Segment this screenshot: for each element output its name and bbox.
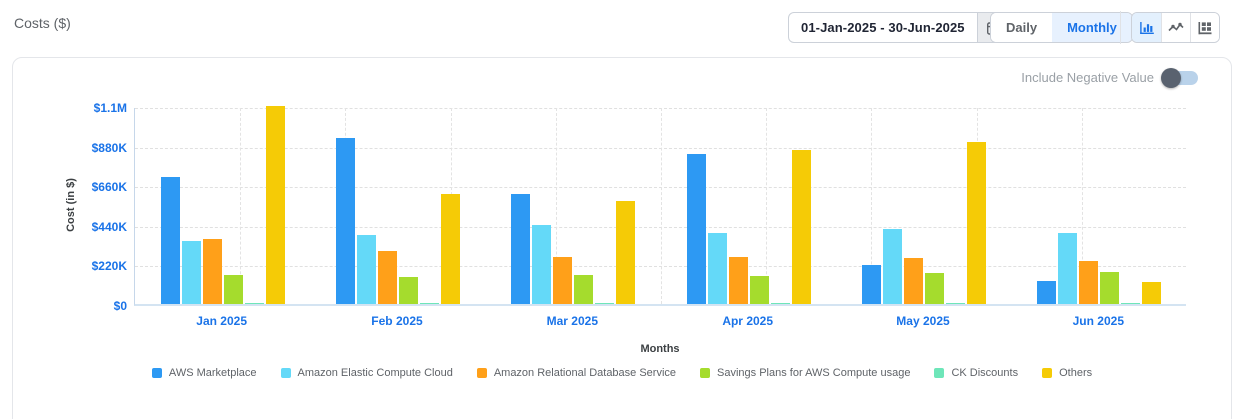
legend-label: CK Discounts bbox=[951, 367, 1019, 379]
legend-label: Savings Plans for AWS Compute usage bbox=[717, 367, 911, 379]
h-gridline bbox=[135, 108, 1186, 109]
legend-item[interactable]: Amazon Elastic Compute Cloud bbox=[280, 367, 453, 379]
bar-aws-marketplace-mar-2025[interactable] bbox=[511, 194, 531, 304]
bar-savings-plans-for-aws-compute-usage-may-2025[interactable] bbox=[925, 272, 944, 304]
y-tick-label: $440K bbox=[91, 219, 127, 234]
v-gridline bbox=[766, 108, 768, 304]
bar-amazon-relational-database-service-jan-2025[interactable] bbox=[202, 239, 222, 304]
include-negative-toggle[interactable] bbox=[1161, 67, 1198, 88]
bar-savings-plans-for-aws-compute-usage-feb-2025[interactable] bbox=[399, 277, 418, 304]
y-tick-label: $0 bbox=[113, 299, 127, 313]
legend-item[interactable]: AWS Marketplace bbox=[151, 367, 257, 379]
toggle-knob bbox=[1161, 67, 1181, 88]
v-gridline bbox=[871, 108, 873, 304]
legend-swatch bbox=[280, 368, 291, 378]
h-gridline bbox=[135, 226, 1186, 228]
bar-ck-discounts-apr-2025[interactable] bbox=[770, 303, 790, 304]
plot-area bbox=[134, 106, 1186, 306]
bar-amazon-elastic-compute-cloud-apr-2025[interactable] bbox=[707, 232, 727, 304]
bar-amazon-relational-database-service-apr-2025[interactable] bbox=[728, 257, 748, 304]
bar-others-jan-2025[interactable] bbox=[265, 106, 285, 304]
granularity-toggle: Daily Monthly bbox=[990, 12, 1133, 43]
bar-amazon-elastic-compute-cloud-jan-2025[interactable] bbox=[181, 241, 201, 304]
include-negative-row: Include Negative Value bbox=[1021, 67, 1198, 88]
bar-aws-marketplace-jan-2025[interactable] bbox=[160, 177, 180, 304]
legend-item[interactable]: Amazon Relational Database Service bbox=[476, 367, 677, 379]
bar-amazon-elastic-compute-cloud-feb-2025[interactable] bbox=[357, 234, 376, 304]
bar-others-mar-2025[interactable] bbox=[616, 201, 636, 304]
h-gridline bbox=[135, 187, 1186, 189]
legend-label: Amazon Elastic Compute Cloud bbox=[297, 367, 453, 379]
v-gridline bbox=[555, 108, 557, 304]
chart-card: Include Negative Value Cost (in $) $0 $22… bbox=[12, 57, 1232, 419]
legend-item[interactable]: Others bbox=[1042, 367, 1092, 379]
bar-amazon-elastic-compute-cloud-may-2025[interactable] bbox=[883, 229, 902, 304]
y-tick-label: $880K bbox=[91, 140, 127, 155]
bar-chart-icon[interactable] bbox=[1132, 13, 1161, 42]
x-tick-label: Mar 2025 bbox=[546, 314, 598, 328]
x-tick-label: Apr 2025 bbox=[722, 314, 774, 328]
legend-swatch bbox=[934, 368, 945, 378]
legend-label: AWS Marketplace bbox=[168, 367, 257, 379]
x-axis-title: Months bbox=[640, 343, 680, 355]
include-negative-label: Include Negative Value bbox=[1021, 70, 1154, 85]
v-gridline bbox=[1081, 108, 1083, 304]
y-tick-label: $660K bbox=[91, 180, 127, 195]
legend-swatch bbox=[700, 368, 711, 378]
bar-others-may-2025[interactable] bbox=[967, 142, 986, 304]
legend-label: Others bbox=[1059, 367, 1093, 379]
x-tick-label: May 2025 bbox=[896, 314, 950, 328]
page-title: Costs ($) bbox=[14, 15, 71, 31]
x-tick-label: Feb 2025 bbox=[371, 314, 423, 328]
date-range-picker[interactable]: 01-Jan-2025 - 30-Jun-2025 bbox=[788, 12, 1011, 43]
bar-aws-marketplace-jun-2025[interactable] bbox=[1037, 280, 1057, 304]
bar-amazon-elastic-compute-cloud-mar-2025[interactable] bbox=[532, 224, 552, 304]
bar-amazon-relational-database-service-mar-2025[interactable] bbox=[553, 257, 573, 304]
y-tick-label: $1.1M bbox=[93, 101, 127, 115]
h-gridline bbox=[135, 147, 1186, 149]
chart-legend: AWS Marketplace Amazon Elastic Compute Cl… bbox=[13, 367, 1231, 379]
bar-others-feb-2025[interactable] bbox=[441, 194, 460, 304]
y-tick-label: $220K bbox=[91, 259, 127, 274]
x-tick-label: Jun 2025 bbox=[1072, 314, 1124, 328]
bar-ck-discounts-feb-2025[interactable] bbox=[420, 303, 439, 304]
bar-ck-discounts-jan-2025[interactable] bbox=[244, 303, 264, 304]
bar-ck-discounts-mar-2025[interactable] bbox=[595, 303, 615, 304]
legend-swatch bbox=[476, 368, 487, 378]
bar-aws-marketplace-apr-2025[interactable] bbox=[686, 153, 706, 304]
x-tick-label: Jan 2025 bbox=[196, 314, 248, 328]
bar-ck-discounts-may-2025[interactable] bbox=[946, 303, 965, 304]
legend-swatch bbox=[151, 368, 162, 378]
daily-button[interactable]: Daily bbox=[991, 13, 1053, 42]
monthly-button[interactable]: Monthly bbox=[1052, 13, 1132, 42]
bar-amazon-relational-database-service-feb-2025[interactable] bbox=[378, 250, 397, 304]
legend-item[interactable]: CK Discounts bbox=[934, 367, 1018, 379]
bar-savings-plans-for-aws-compute-usage-mar-2025[interactable] bbox=[574, 275, 594, 304]
bar-amazon-relational-database-service-may-2025[interactable] bbox=[904, 258, 923, 304]
y-axis-title: Cost (in $) bbox=[65, 178, 77, 232]
legend-label: Amazon Relational Database Service bbox=[493, 367, 677, 379]
bar-savings-plans-for-aws-compute-usage-jun-2025[interactable] bbox=[1100, 271, 1120, 304]
toolbar-divider bbox=[1120, 11, 1121, 44]
bar-savings-plans-for-aws-compute-usage-jan-2025[interactable] bbox=[223, 275, 243, 304]
v-gridline bbox=[240, 108, 242, 304]
bar-ck-discounts-jun-2025[interactable] bbox=[1121, 303, 1141, 304]
legend-item[interactable]: Savings Plans for AWS Compute usage bbox=[700, 367, 910, 379]
bar-amazon-relational-database-service-jun-2025[interactable] bbox=[1079, 260, 1099, 304]
bar-aws-marketplace-may-2025[interactable] bbox=[862, 265, 881, 304]
legend-swatch bbox=[1042, 368, 1053, 378]
table-icon[interactable] bbox=[1190, 13, 1219, 42]
bar-savings-plans-for-aws-compute-usage-apr-2025[interactable] bbox=[749, 276, 769, 304]
bar-others-apr-2025[interactable] bbox=[791, 150, 811, 304]
date-range-value: 01-Jan-2025 - 30-Jun-2025 bbox=[801, 20, 965, 35]
bar-others-jun-2025[interactable] bbox=[1142, 281, 1162, 304]
chart-view-switch bbox=[1131, 12, 1220, 43]
line-chart-icon[interactable] bbox=[1161, 13, 1190, 42]
bar-aws-marketplace-feb-2025[interactable] bbox=[336, 138, 355, 304]
bar-amazon-elastic-compute-cloud-jun-2025[interactable] bbox=[1058, 232, 1078, 304]
v-gridline bbox=[661, 108, 662, 304]
h-gridline bbox=[135, 266, 1186, 268]
